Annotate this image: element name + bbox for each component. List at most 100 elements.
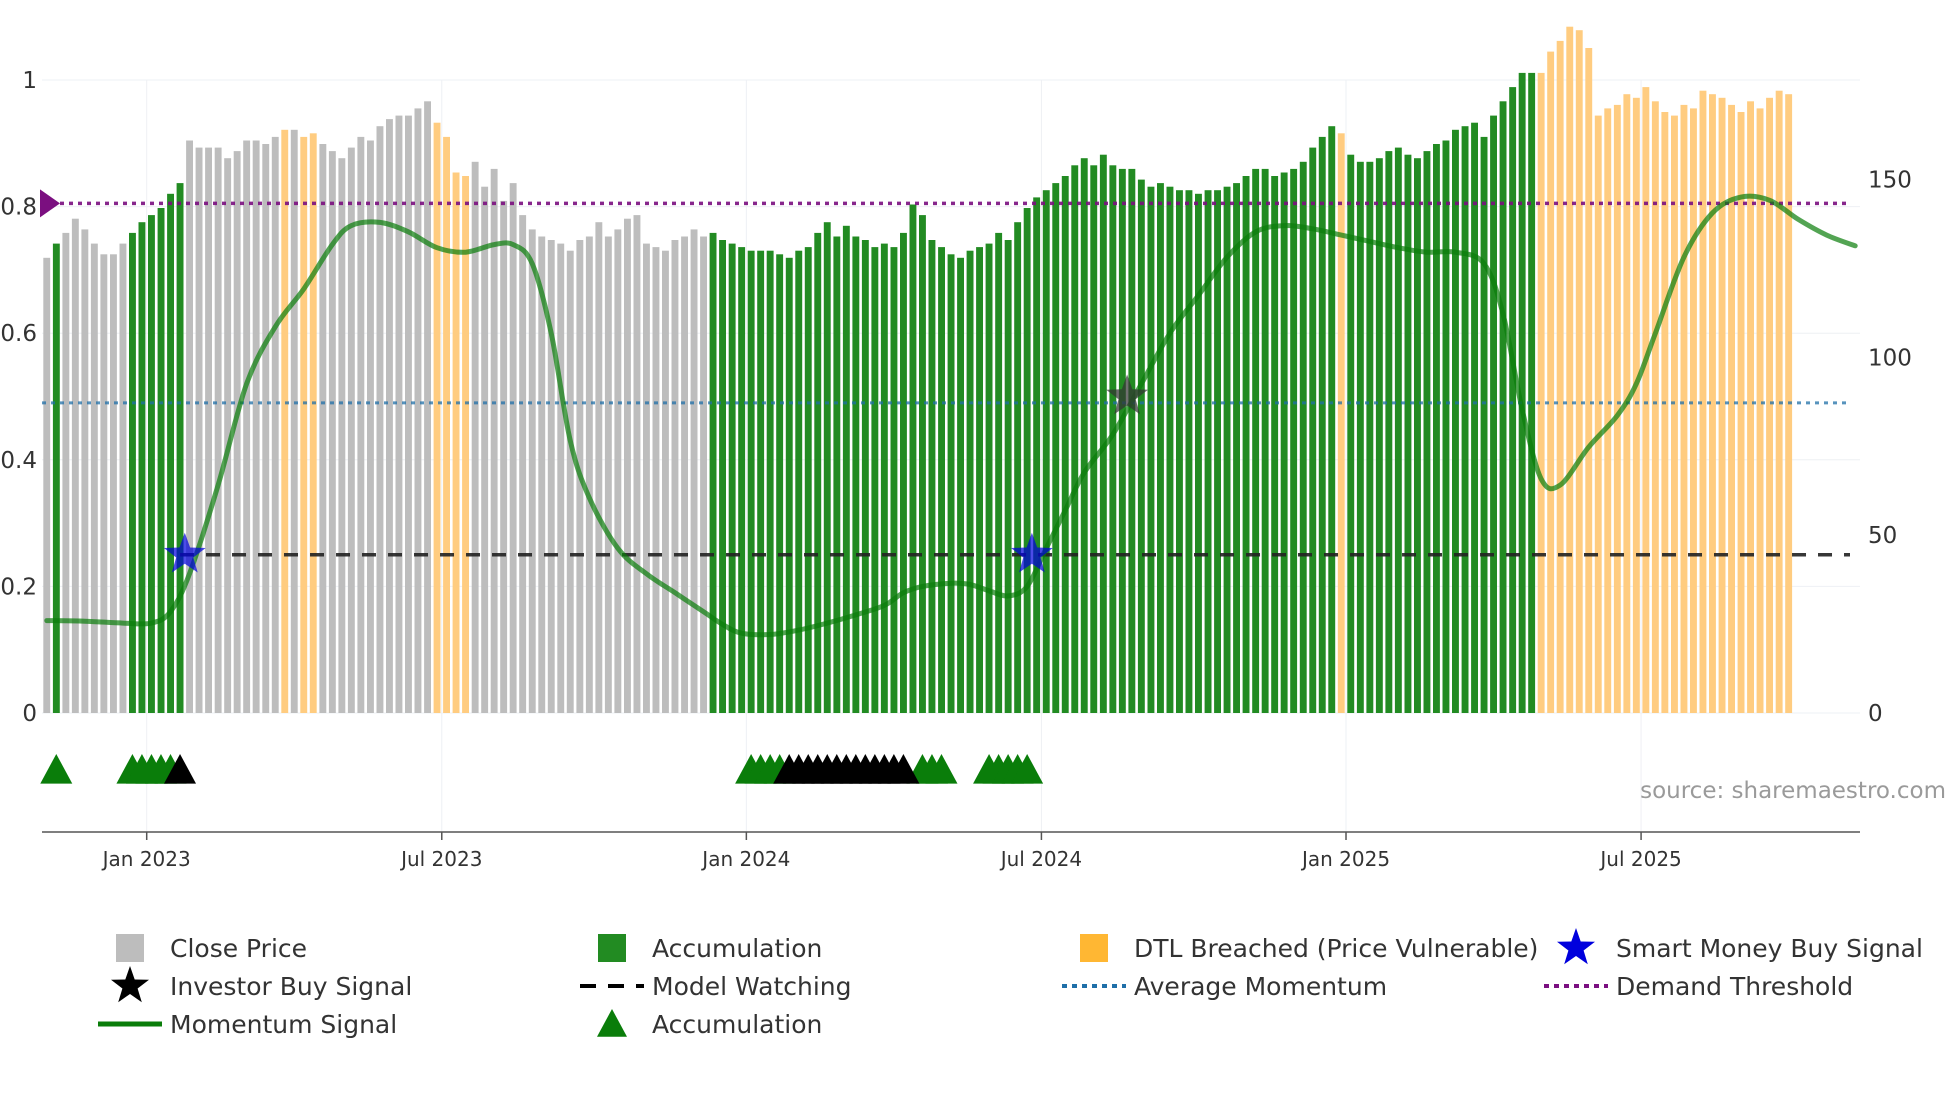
accumulation-bar <box>1014 222 1022 713</box>
price-bar <box>652 247 660 713</box>
accumulation-bar <box>728 243 736 713</box>
dtl-bar <box>1671 115 1678 714</box>
right-tick-label: 150 <box>1868 168 1912 194</box>
price-bar <box>338 158 346 713</box>
investor-buy-star-icon <box>1106 374 1148 415</box>
legend-item: Model Watching <box>580 972 852 1001</box>
demand-threshold-marker <box>40 189 60 218</box>
legend-item: Accumulation <box>598 934 822 963</box>
accumulation-bar <box>1042 190 1050 713</box>
accumulation-bar <box>1195 193 1202 714</box>
price-bar <box>195 147 203 714</box>
dtl-bar <box>1556 40 1564 713</box>
accumulation-bar <box>766 250 774 713</box>
accumulation-bar <box>1518 72 1526 713</box>
accumulation-bar <box>1385 151 1393 714</box>
accumulation-bar <box>1137 179 1145 714</box>
ticks-layer: 0 0.2 0.4 0.6 0.8 1 0 50 100 150 Jan 2023 Jul 2023 J… <box>0 68 1911 871</box>
price-bar <box>100 254 108 714</box>
price-bar <box>214 147 222 714</box>
accumulation-bar <box>1461 126 1469 713</box>
dtl-bar <box>443 136 450 713</box>
dtl-bar <box>1737 112 1745 713</box>
dtl-bar <box>1651 101 1659 714</box>
accumulation-bar <box>1309 147 1317 714</box>
price-bar <box>62 232 70 713</box>
legend-item: Momentum Signal <box>98 1010 397 1039</box>
accumulation-bar <box>1404 154 1412 713</box>
price-bar <box>633 215 641 713</box>
accumulation-bar <box>176 183 184 714</box>
dtl-bar <box>1566 26 1574 713</box>
accumulation-bar <box>1252 168 1260 713</box>
accumulation-bar <box>1166 186 1174 713</box>
accumulation-bar <box>1052 183 1060 714</box>
dtl-bar <box>281 129 289 714</box>
accumulation-bar <box>1528 72 1536 713</box>
left-tick-label: 0 <box>22 701 37 727</box>
x-tick-label: Jan 2024 <box>700 847 790 871</box>
legend-label: Demand Threshold <box>1616 972 1853 1001</box>
x-tick-label: Jan 2025 <box>1300 847 1390 871</box>
left-tick-label: 0.4 <box>0 448 37 474</box>
accumulation-bar <box>823 222 831 713</box>
dtl-bar <box>1632 97 1640 714</box>
accumulation-bar <box>1080 158 1088 713</box>
legend-square-icon <box>598 934 626 962</box>
accumulation-bar <box>1290 168 1298 713</box>
right-tick-label: 0 <box>1868 701 1883 727</box>
price-bar <box>414 108 422 713</box>
price-bar <box>519 215 527 713</box>
accumulation-bar <box>1328 126 1336 713</box>
dtl-bar <box>452 172 460 713</box>
dtl-bar <box>300 136 308 713</box>
accumulation-bar <box>52 243 60 713</box>
dtl-bar <box>1699 90 1707 713</box>
dtl-bar <box>309 133 317 714</box>
accumulation-bar <box>1375 158 1383 713</box>
accumulation-bar <box>1223 186 1231 713</box>
dtl-bar <box>1594 115 1602 714</box>
investor-signal-triangle-icon <box>887 754 920 784</box>
legend-label: DTL Breached (Price Vulnerable) <box>1134 934 1538 963</box>
left-tick-label: 0.2 <box>0 574 37 600</box>
price-bar <box>424 101 431 714</box>
accumulation-bar <box>1366 161 1374 714</box>
legend-label: Accumulation <box>652 934 822 963</box>
dtl-bar <box>1337 133 1345 714</box>
price-bar <box>252 140 260 713</box>
dtl-bar <box>1766 97 1773 714</box>
price-bar <box>71 218 79 713</box>
dtl-bar <box>1756 108 1764 713</box>
smart-money-star-icon <box>163 532 206 573</box>
accumulation-bar <box>966 250 974 713</box>
dtl-bar <box>1575 30 1583 713</box>
accumulation-bar <box>148 215 155 713</box>
price-bar <box>662 250 669 713</box>
price-bar <box>490 168 498 713</box>
accumulation-bar <box>1261 168 1269 713</box>
accumulation-bar <box>1480 136 1488 713</box>
accumulation-bar <box>1185 190 1193 713</box>
price-bar <box>557 243 565 713</box>
price-bar <box>595 222 603 713</box>
accumulation-bar <box>1176 190 1183 713</box>
price-bar <box>614 229 622 713</box>
price-bar <box>566 250 574 713</box>
accumulation-bar <box>833 236 841 713</box>
accumulation-bar <box>709 232 717 713</box>
accumulation-bar <box>1147 186 1155 713</box>
price-bar <box>271 136 279 713</box>
legend: Close Price Accumulation DTL Breached (Pri… <box>98 928 1923 1039</box>
legend-item: Accumulation <box>597 1009 822 1039</box>
price-bar <box>367 140 374 713</box>
accumulation-bar <box>842 225 850 714</box>
accumulation-bar <box>947 254 955 714</box>
price-bar <box>43 257 51 713</box>
price-bar <box>585 236 593 713</box>
price-bar <box>186 140 193 713</box>
price-bar <box>290 129 298 714</box>
price-bar <box>528 229 536 713</box>
price-bar <box>205 147 212 714</box>
